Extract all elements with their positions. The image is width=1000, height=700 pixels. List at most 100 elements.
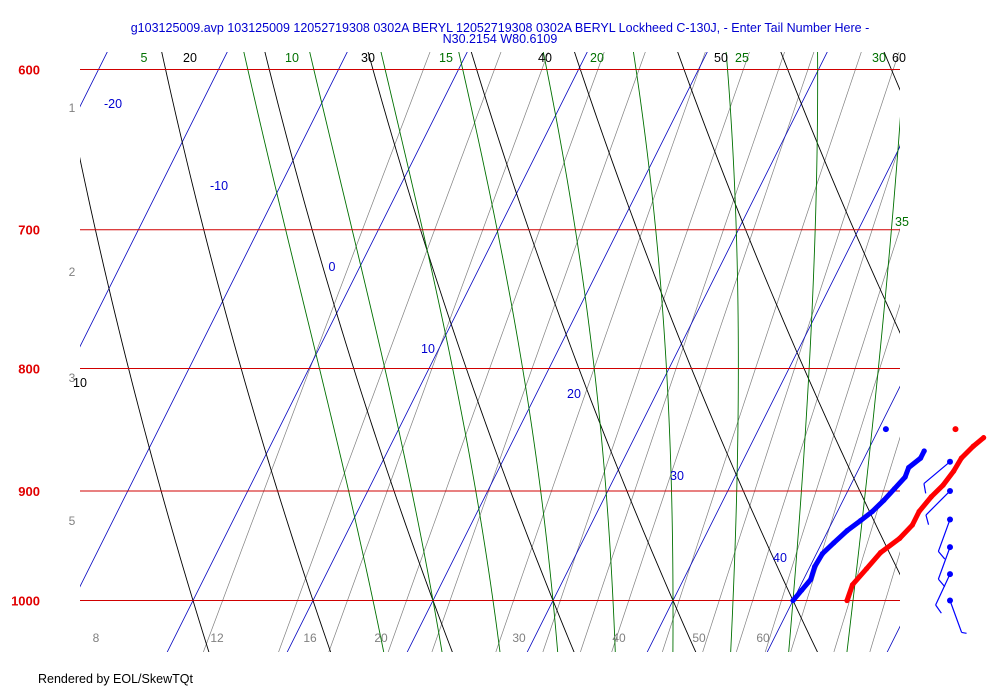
isotherm-label: 0 — [329, 260, 336, 274]
temperature-point — [970, 443, 976, 449]
mixing-ratio-label: 12 — [210, 631, 224, 645]
temperature-point — [951, 468, 957, 474]
dry-adiabat-label: 10 — [73, 376, 87, 390]
moist-adiabat-line — [309, 52, 443, 652]
mixing-ratio-line — [202, 52, 431, 652]
mixing-ratio-line — [661, 52, 862, 652]
mixing-ratio-line — [495, 52, 706, 652]
mixing-ratio-label: 30 — [512, 631, 526, 645]
isotherm-line — [406, 52, 708, 652]
mixing-ratio-label: 60 — [756, 631, 770, 645]
wind-barb-staff — [949, 600, 963, 633]
dewpoint-point — [869, 508, 875, 515]
dry-adiabat-line — [470, 52, 697, 652]
pressure-label: 600 — [18, 63, 40, 78]
temperature-isolated-point — [952, 426, 959, 433]
wind-barb-staff — [923, 461, 951, 485]
dewpoint-point — [891, 486, 898, 492]
mixing-ratio-label: 40 — [612, 631, 626, 645]
wind-barb-staff — [937, 519, 951, 552]
dewpoint-point — [819, 551, 825, 557]
dewpoint-point — [857, 517, 864, 524]
temperature-point — [958, 455, 964, 461]
mixing-ratio-label: 50 — [692, 631, 706, 645]
mixing-ratio-line — [735, 143, 900, 652]
wind-barb — [937, 544, 953, 588]
mixing-ratio-label: 16 — [303, 631, 317, 645]
mixing-ratio-line — [611, 52, 815, 652]
dewpoint-point — [917, 455, 924, 461]
temperature-point — [940, 482, 946, 488]
wind-barb-feather — [925, 514, 930, 525]
dewpoint-point — [844, 528, 850, 534]
mixing-ratio-line — [764, 227, 900, 652]
temperature-point — [981, 435, 987, 441]
chart-title-line2: N30.2154 W80.6109 — [443, 32, 558, 46]
temperature-point — [863, 566, 870, 572]
moist-adiabat-label: 5 — [141, 51, 148, 65]
footer-credit: Rendered by EOL/SkewTQt — [38, 672, 193, 686]
moist-adiabat-line — [901, 0, 997, 681]
moist-adiabat-label: 10 — [285, 51, 299, 65]
wind-barb — [925, 487, 953, 525]
mixing-ratio-line — [702, 52, 900, 652]
pressure-label: 700 — [18, 223, 40, 238]
dry-adiabat-line — [963, 0, 1000, 661]
height-km-label: 5 — [69, 514, 76, 528]
dewpoint-point — [812, 564, 818, 570]
isotherm-line — [646, 145, 900, 652]
mixing-ratio-label: 8 — [93, 631, 100, 645]
isotherm-label: 20 — [567, 387, 581, 401]
wind-barb-staff — [935, 573, 951, 606]
temperature-point — [928, 494, 934, 500]
wind-barb-staff — [925, 490, 951, 516]
dry-adiabat-label: 60 — [892, 51, 906, 65]
wind-barb-feather — [923, 483, 927, 494]
mixing-ratio-line — [949, 0, 1000, 661]
dewpoint-point — [881, 497, 887, 503]
moist-adiabat-label: 30 — [872, 51, 886, 65]
isotherm-label: 30 — [670, 469, 684, 483]
mixing-ratio-line — [869, 551, 900, 652]
moist-adiabat-label: 35 — [895, 215, 909, 229]
moist-adiabat-label: 25 — [735, 51, 749, 65]
isotherm-line — [80, 52, 228, 348]
wind-barb — [923, 458, 953, 494]
moist-adiabat-line — [788, 52, 819, 652]
chart-title-line1: g103125009.avp 103125009 12052719308 030… — [131, 21, 870, 35]
isotherm-label: -20 — [104, 97, 122, 111]
height-km-label: 3 — [69, 371, 76, 385]
wind-barb — [947, 597, 967, 634]
dry-adiabat-label: 30 — [361, 51, 375, 65]
temperature-point — [877, 550, 884, 556]
isotherm-label: 40 — [773, 551, 787, 565]
height-km-label: 2 — [69, 265, 76, 279]
mixing-ratio-line — [833, 436, 900, 652]
moist-adiabat-label: 15 — [439, 51, 453, 65]
isotherm-line — [886, 625, 900, 652]
dewpoint-point — [906, 465, 912, 471]
dewpoint-point — [921, 448, 927, 454]
moist-adiabat-line — [632, 52, 674, 652]
dry-adiabat-line — [264, 52, 453, 652]
mixing-ratio-line — [278, 52, 502, 652]
mixing-ratio-line — [328, 52, 549, 652]
temperature-point — [849, 582, 856, 588]
wind-barb-feather — [937, 578, 946, 588]
wind-barb-staff — [937, 546, 951, 580]
height-km-label: 1 — [69, 101, 76, 115]
mixing-ratio-line — [925, 0, 1000, 661]
temperature-point — [844, 597, 850, 604]
pressure-label: 1000 — [11, 594, 40, 609]
moist-adiabat-line — [846, 116, 900, 652]
dewpoint-point — [799, 587, 805, 593]
dewpoint-point — [808, 576, 814, 583]
temperature-point — [909, 522, 915, 528]
dewpoint-isolated-point — [882, 426, 889, 433]
wind-barb — [935, 571, 953, 614]
dry-adiabat-label: 50 — [714, 51, 728, 65]
dry-adiabat-line — [367, 52, 575, 652]
dewpoint-point — [831, 540, 837, 546]
mixing-ratio-line — [898, 0, 1000, 661]
